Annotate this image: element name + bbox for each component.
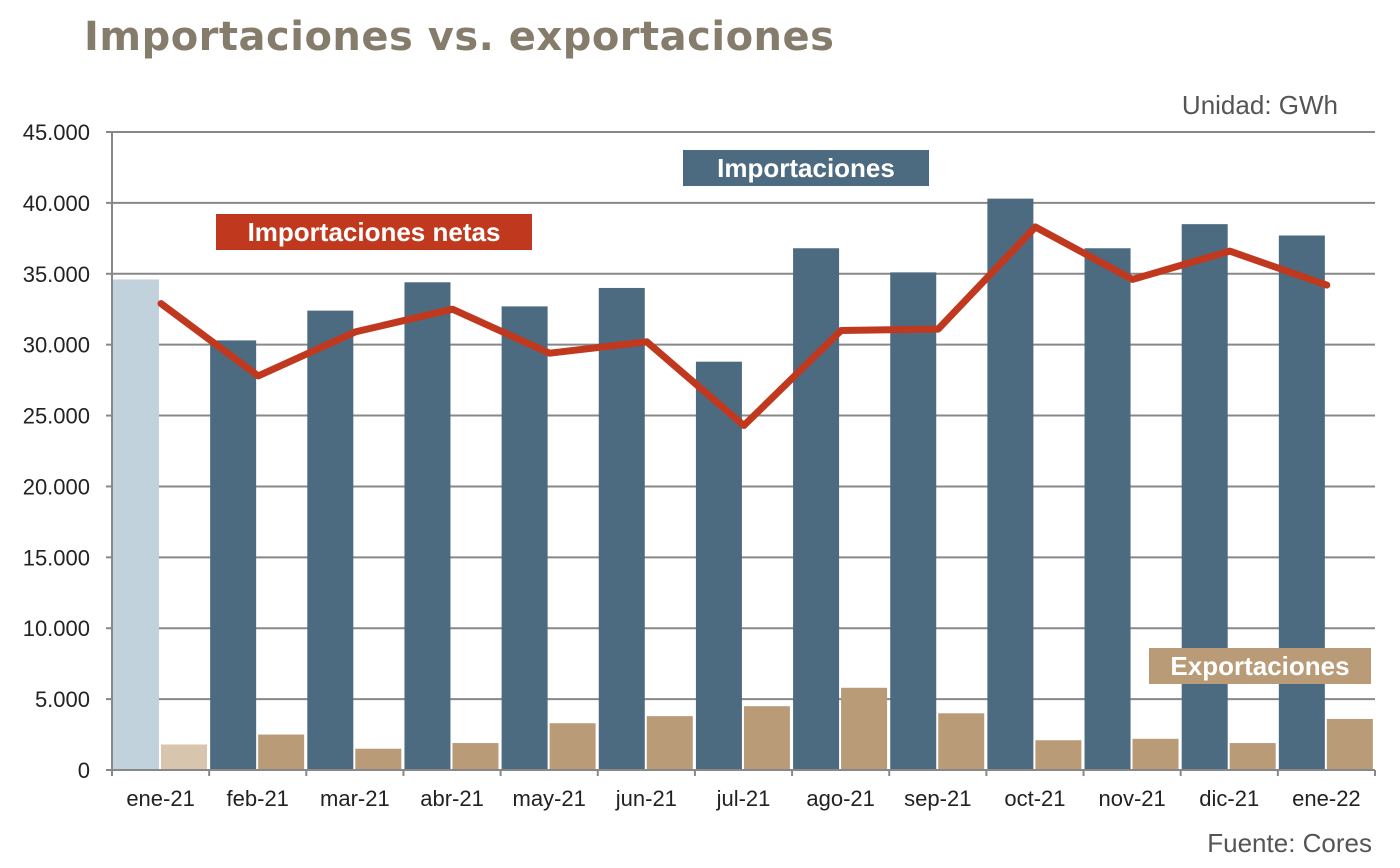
export-bar bbox=[1326, 718, 1373, 770]
import-bar bbox=[598, 287, 645, 770]
x-tick-label: nov-21 bbox=[1098, 786, 1165, 811]
y-tick-label: 35.000 bbox=[23, 262, 90, 287]
import-bar bbox=[210, 340, 257, 770]
x-tick-label: jul-21 bbox=[716, 786, 771, 811]
export-bar bbox=[841, 687, 888, 770]
legend-net-imports: Importaciones netas bbox=[216, 214, 532, 250]
x-tick-label: ene-21 bbox=[126, 786, 195, 811]
legend-exports-text: Exportaciones bbox=[1170, 651, 1349, 681]
bars bbox=[113, 198, 1373, 771]
y-tick-label: 5.000 bbox=[35, 687, 90, 712]
source-label: Fuente: Cores bbox=[1207, 828, 1372, 858]
x-tick-label: sep-21 bbox=[904, 786, 971, 811]
y-tick-label: 25.000 bbox=[23, 404, 90, 429]
y-tick-label: 10.000 bbox=[23, 616, 90, 641]
import-bar bbox=[404, 282, 451, 770]
x-tick-label: mar-21 bbox=[320, 786, 390, 811]
y-axis-ticks: 0 5.000 10.000 15.000 20.000 25.000 30.000 35.0… bbox=[23, 120, 113, 783]
unit-label: Unidad: GWh bbox=[1181, 90, 1338, 120]
export-bar bbox=[1035, 740, 1082, 770]
import-bar bbox=[1084, 248, 1131, 770]
x-tick-label: oct-21 bbox=[1004, 786, 1065, 811]
export-bar bbox=[646, 716, 693, 770]
x-axis-ticks: ene-21 feb-21 mar-21 abr-21 may-21 jun-21 jul-… bbox=[111, 770, 1376, 811]
legend-imports-text: Importaciones bbox=[717, 153, 895, 183]
y-tick-label: 0 bbox=[78, 758, 90, 783]
x-tick-label: ene-22 bbox=[1292, 786, 1361, 811]
import-bar bbox=[307, 310, 354, 770]
export-bar bbox=[355, 748, 402, 770]
import-bar bbox=[501, 306, 548, 770]
y-tick-label: 45.000 bbox=[23, 120, 90, 145]
x-tick-label: may-21 bbox=[513, 786, 586, 811]
export-bar bbox=[743, 706, 790, 770]
x-tick-label: abr-21 bbox=[420, 786, 484, 811]
export-bar bbox=[1229, 743, 1276, 770]
legend-exports-box bbox=[1149, 648, 1371, 684]
x-tick-label: ago-21 bbox=[806, 786, 875, 811]
series-labels: Importaciones Importaciones netas Exportac… bbox=[216, 150, 1371, 684]
import-bar bbox=[113, 279, 159, 770]
legend-net-imports-text: Importaciones netas bbox=[248, 217, 501, 247]
export-bar bbox=[452, 743, 499, 770]
legend-net-imports-box bbox=[216, 214, 532, 250]
x-tick-label: jun-21 bbox=[615, 786, 677, 811]
import-bar bbox=[1278, 235, 1325, 770]
export-bar bbox=[938, 713, 985, 770]
import-bar bbox=[695, 361, 742, 770]
y-tick-label: 40.000 bbox=[23, 191, 90, 216]
export-bar bbox=[161, 744, 207, 770]
x-tick-label: dic-21 bbox=[1199, 786, 1259, 811]
x-tick-label: feb-21 bbox=[227, 786, 289, 811]
export-bar bbox=[258, 734, 305, 770]
y-tick-label: 30.000 bbox=[23, 333, 90, 358]
legend-imports-box bbox=[683, 150, 929, 186]
chart-title: Importaciones vs. exportaciones bbox=[84, 14, 835, 60]
import-bar bbox=[793, 248, 840, 770]
import-bar bbox=[987, 198, 1034, 770]
y-tick-label: 20.000 bbox=[23, 474, 90, 499]
legend-exports: Exportaciones bbox=[1149, 648, 1371, 684]
export-bar bbox=[549, 723, 596, 770]
export-bar bbox=[1132, 738, 1179, 770]
import-bar bbox=[1181, 224, 1228, 771]
legend-imports: Importaciones bbox=[683, 150, 929, 186]
net-imports-line bbox=[157, 223, 1331, 429]
y-tick-label: 15.000 bbox=[23, 545, 90, 570]
import-bar bbox=[890, 272, 937, 770]
